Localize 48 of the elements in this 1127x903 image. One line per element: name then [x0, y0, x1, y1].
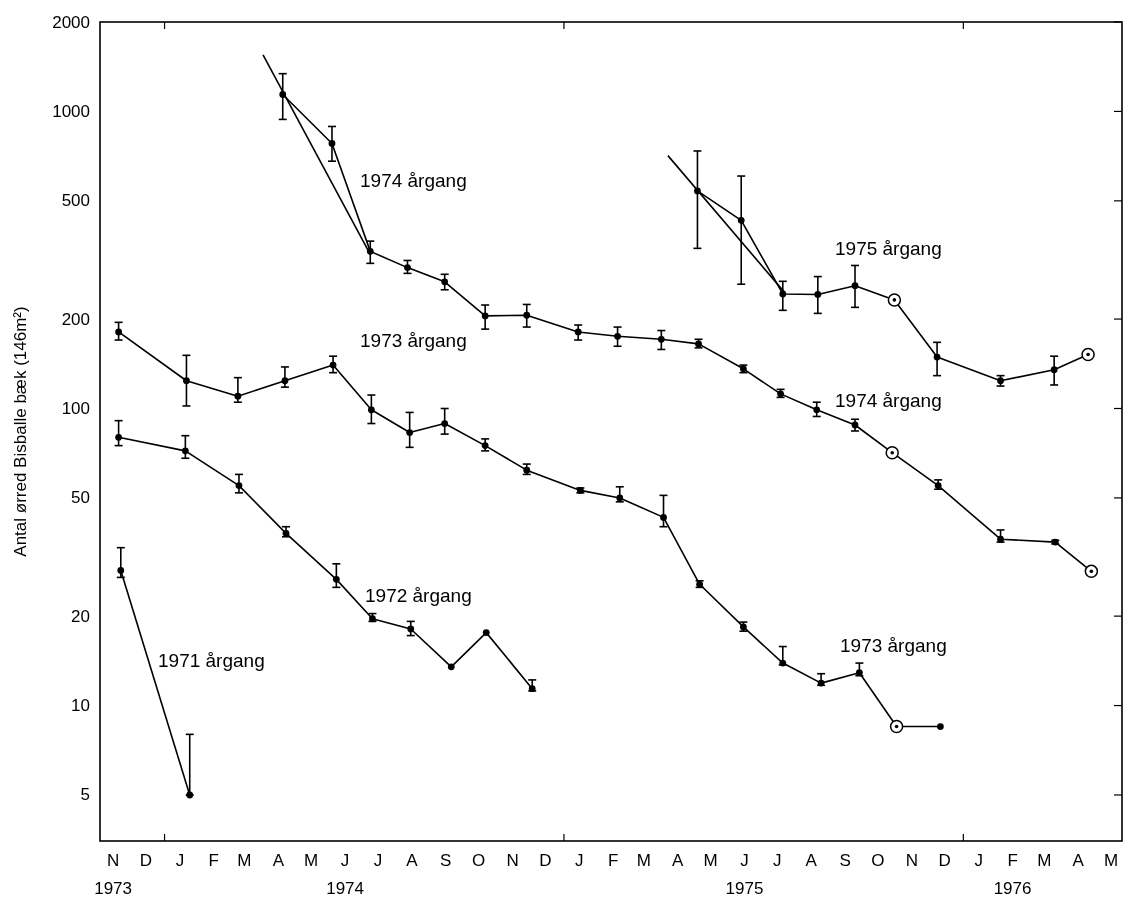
y-tick-label: 5: [80, 785, 90, 805]
x-tick-label: O: [871, 851, 885, 870]
x-tick-label: J: [373, 851, 383, 870]
x-tick-label: M: [237, 851, 252, 870]
x-tick-label: F 1976: [993, 851, 1032, 898]
annotation: 1975 årgang: [835, 237, 942, 259]
x-tick-label: M: [703, 851, 718, 870]
y-tick-label: 10: [71, 696, 90, 716]
x-tick-label: J: [773, 851, 782, 870]
x-tick-label: N: [506, 851, 519, 870]
x-tick-label: A: [672, 851, 685, 870]
x-tick-label: J: [175, 851, 185, 870]
annotation: 1974 årgang: [360, 169, 467, 191]
x-tick-label: D: [139, 851, 153, 870]
y-tick-label: 1000: [52, 101, 90, 121]
annotation: 1973 årgang: [360, 329, 467, 351]
x-tick-label: M: [1037, 851, 1052, 870]
y-tick-label: 2000: [52, 12, 90, 32]
y-tick-label: 20: [71, 606, 90, 626]
x-tick-label: J 1974: [326, 851, 365, 898]
x-tick-label: A: [1072, 851, 1085, 870]
x-tick-label: S: [440, 851, 452, 870]
annotation: 1971 årgang: [158, 649, 265, 671]
x-tick-label: O: [471, 851, 486, 870]
x-tick-label: D: [938, 851, 951, 870]
x-tick-label: F: [208, 851, 219, 870]
annotation: 1972 årgang: [365, 584, 472, 606]
y-tick-label: 500: [61, 191, 90, 211]
y-tick-label: 100: [61, 398, 90, 418]
annotation: 1974 årgang: [835, 389, 942, 411]
x-tick-label: J: [974, 851, 983, 870]
x-tick-label: M: [304, 851, 319, 870]
x-tick-label: A: [805, 851, 818, 870]
x-tick-label: M: [636, 851, 651, 870]
x-tick-label: A: [272, 851, 285, 870]
x-tick-label: D: [539, 851, 552, 870]
x-tick-label: F: [607, 851, 619, 870]
annotation: 1973 årgang: [840, 634, 947, 656]
y-axis-title: Antal ørred Bisballe bæk (146m²): [11, 306, 30, 557]
x-tick-label: N: [905, 851, 919, 870]
y-tick-label: 200: [61, 309, 90, 329]
x-tick-label: J: [575, 851, 584, 870]
x-tick-label: N 1973: [94, 851, 133, 898]
x-tick-label: M: [1103, 851, 1119, 870]
x-tick-label: S: [839, 851, 851, 870]
x-tick-label: A: [406, 851, 419, 870]
y-tick-label: 50: [71, 488, 90, 508]
x-tick-label: J 1975: [725, 851, 764, 898]
